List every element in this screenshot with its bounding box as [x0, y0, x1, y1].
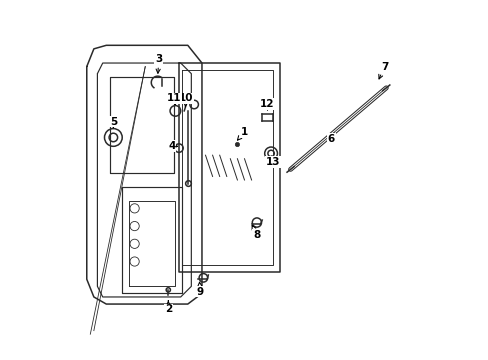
Text: 4: 4	[168, 141, 177, 151]
Circle shape	[235, 143, 239, 147]
Text: 6: 6	[327, 133, 334, 144]
Text: 13: 13	[265, 156, 280, 167]
Text: 10: 10	[179, 94, 193, 107]
Text: 2: 2	[164, 301, 172, 314]
Text: 9: 9	[196, 282, 203, 297]
Text: 7: 7	[378, 62, 387, 79]
Text: 8: 8	[252, 225, 260, 240]
Text: 5: 5	[109, 117, 117, 128]
Text: 11: 11	[166, 94, 181, 105]
Text: 12: 12	[260, 99, 274, 110]
Text: 1: 1	[237, 127, 247, 140]
Text: 3: 3	[155, 54, 162, 73]
